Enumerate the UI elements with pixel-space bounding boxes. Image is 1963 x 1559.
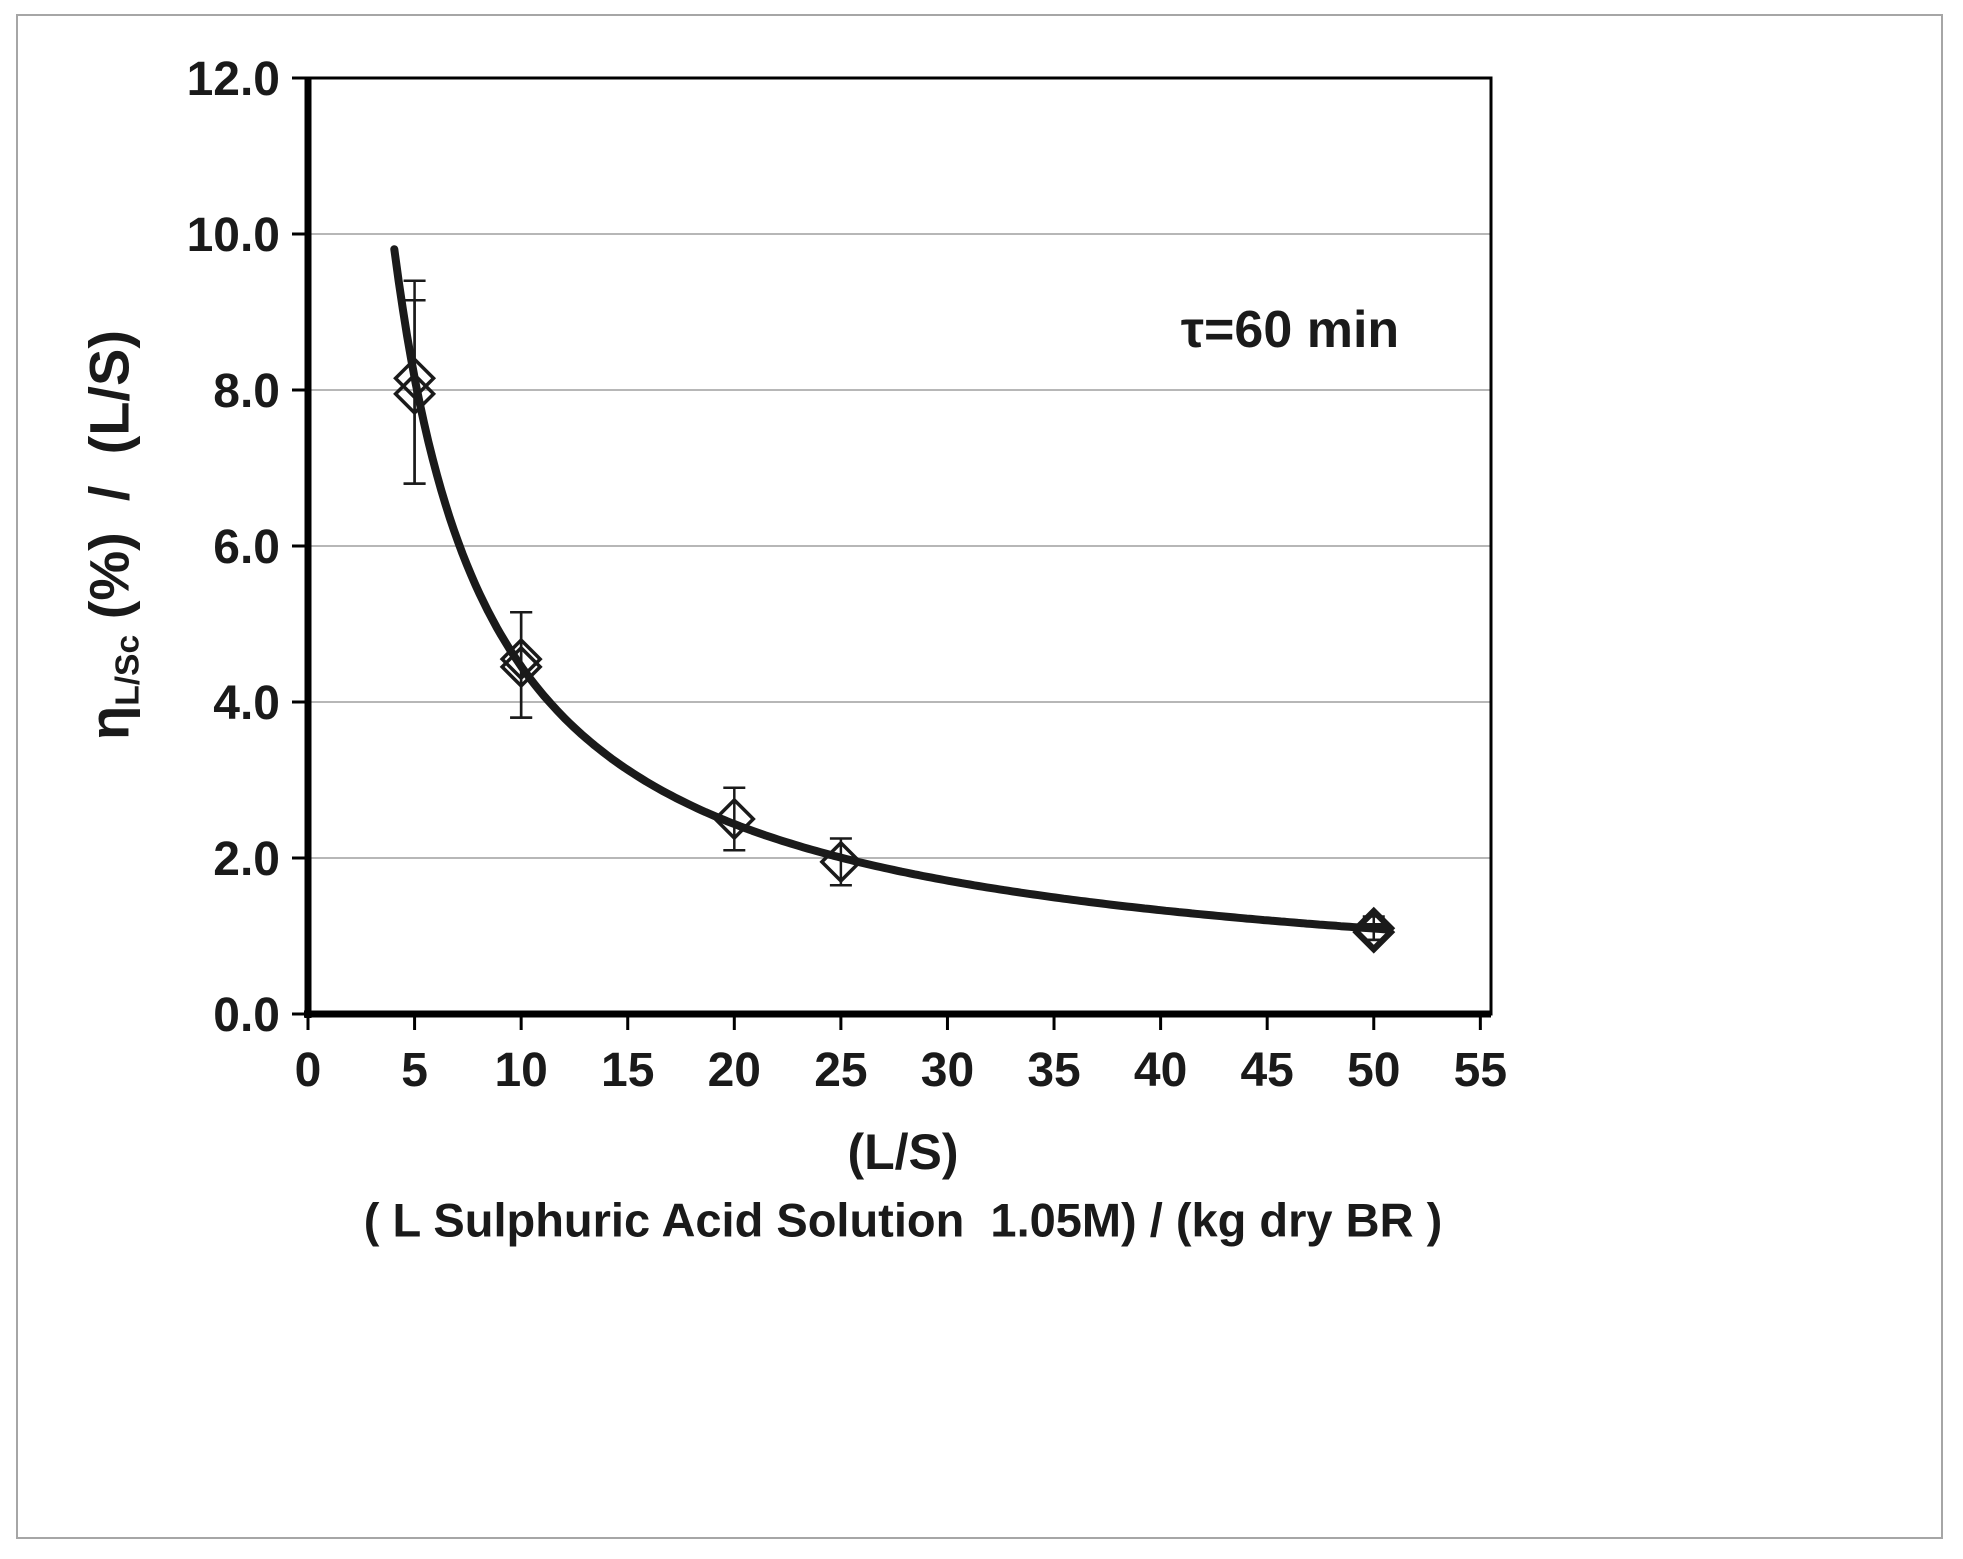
data-point-diamond — [499, 645, 543, 689]
x-axis-title-line2: ( L Sulphuric Acid Solution 1.05M) / (kg… — [363, 1193, 1443, 1247]
y-tick-label: 4.0 — [213, 677, 280, 730]
y-tick-label: 6.0 — [213, 521, 280, 574]
y-axis-title: ηL/Sc (%) / (L/S) — [76, 330, 147, 740]
y-tick-label: 0.0 — [213, 989, 280, 1042]
fit-curve — [390, 245, 1391, 934]
x-axis-title-line1: (L/S) — [847, 1124, 959, 1180]
y-tick-label: 2.0 — [213, 833, 280, 886]
x-tick-label: 45 — [1240, 1044, 1293, 1097]
chart-outer-frame — [16, 14, 1943, 1539]
y-axis-title-rest: (%) / (L/S) — [77, 330, 141, 635]
x-tick-label: 40 — [1134, 1044, 1187, 1097]
x-tick-label: 10 — [494, 1044, 547, 1097]
y-axis-title-symbol: η — [77, 705, 141, 740]
x-tick-label: 5 — [401, 1044, 428, 1097]
data-point-diamond — [1352, 910, 1396, 954]
x-tick-label: 0 — [295, 1044, 322, 1097]
data-point-diamond — [393, 356, 437, 400]
x-tick-label: 15 — [601, 1044, 654, 1097]
y-tick-label: 10.0 — [187, 209, 280, 262]
data-point-diamond — [393, 372, 437, 416]
x-tick-label: 50 — [1347, 1044, 1400, 1097]
x-tick-label: 55 — [1454, 1044, 1507, 1097]
x-tick-label: 25 — [814, 1044, 867, 1097]
y-tick-label: 12.0 — [187, 53, 280, 106]
x-tick-label: 30 — [921, 1044, 974, 1097]
x-tick-label: 20 — [708, 1044, 761, 1097]
data-point-diamond — [499, 637, 543, 681]
data-point-diamond — [819, 840, 863, 884]
x-tick-label: 35 — [1027, 1044, 1080, 1097]
y-axis-title-subscript: L/Sc — [109, 634, 147, 706]
data-point-diamond — [1352, 906, 1396, 950]
tau-annotation: τ=60 min — [1180, 301, 1400, 359]
data-point-diamond — [712, 797, 756, 841]
y-tick-label: 8.0 — [213, 365, 280, 418]
